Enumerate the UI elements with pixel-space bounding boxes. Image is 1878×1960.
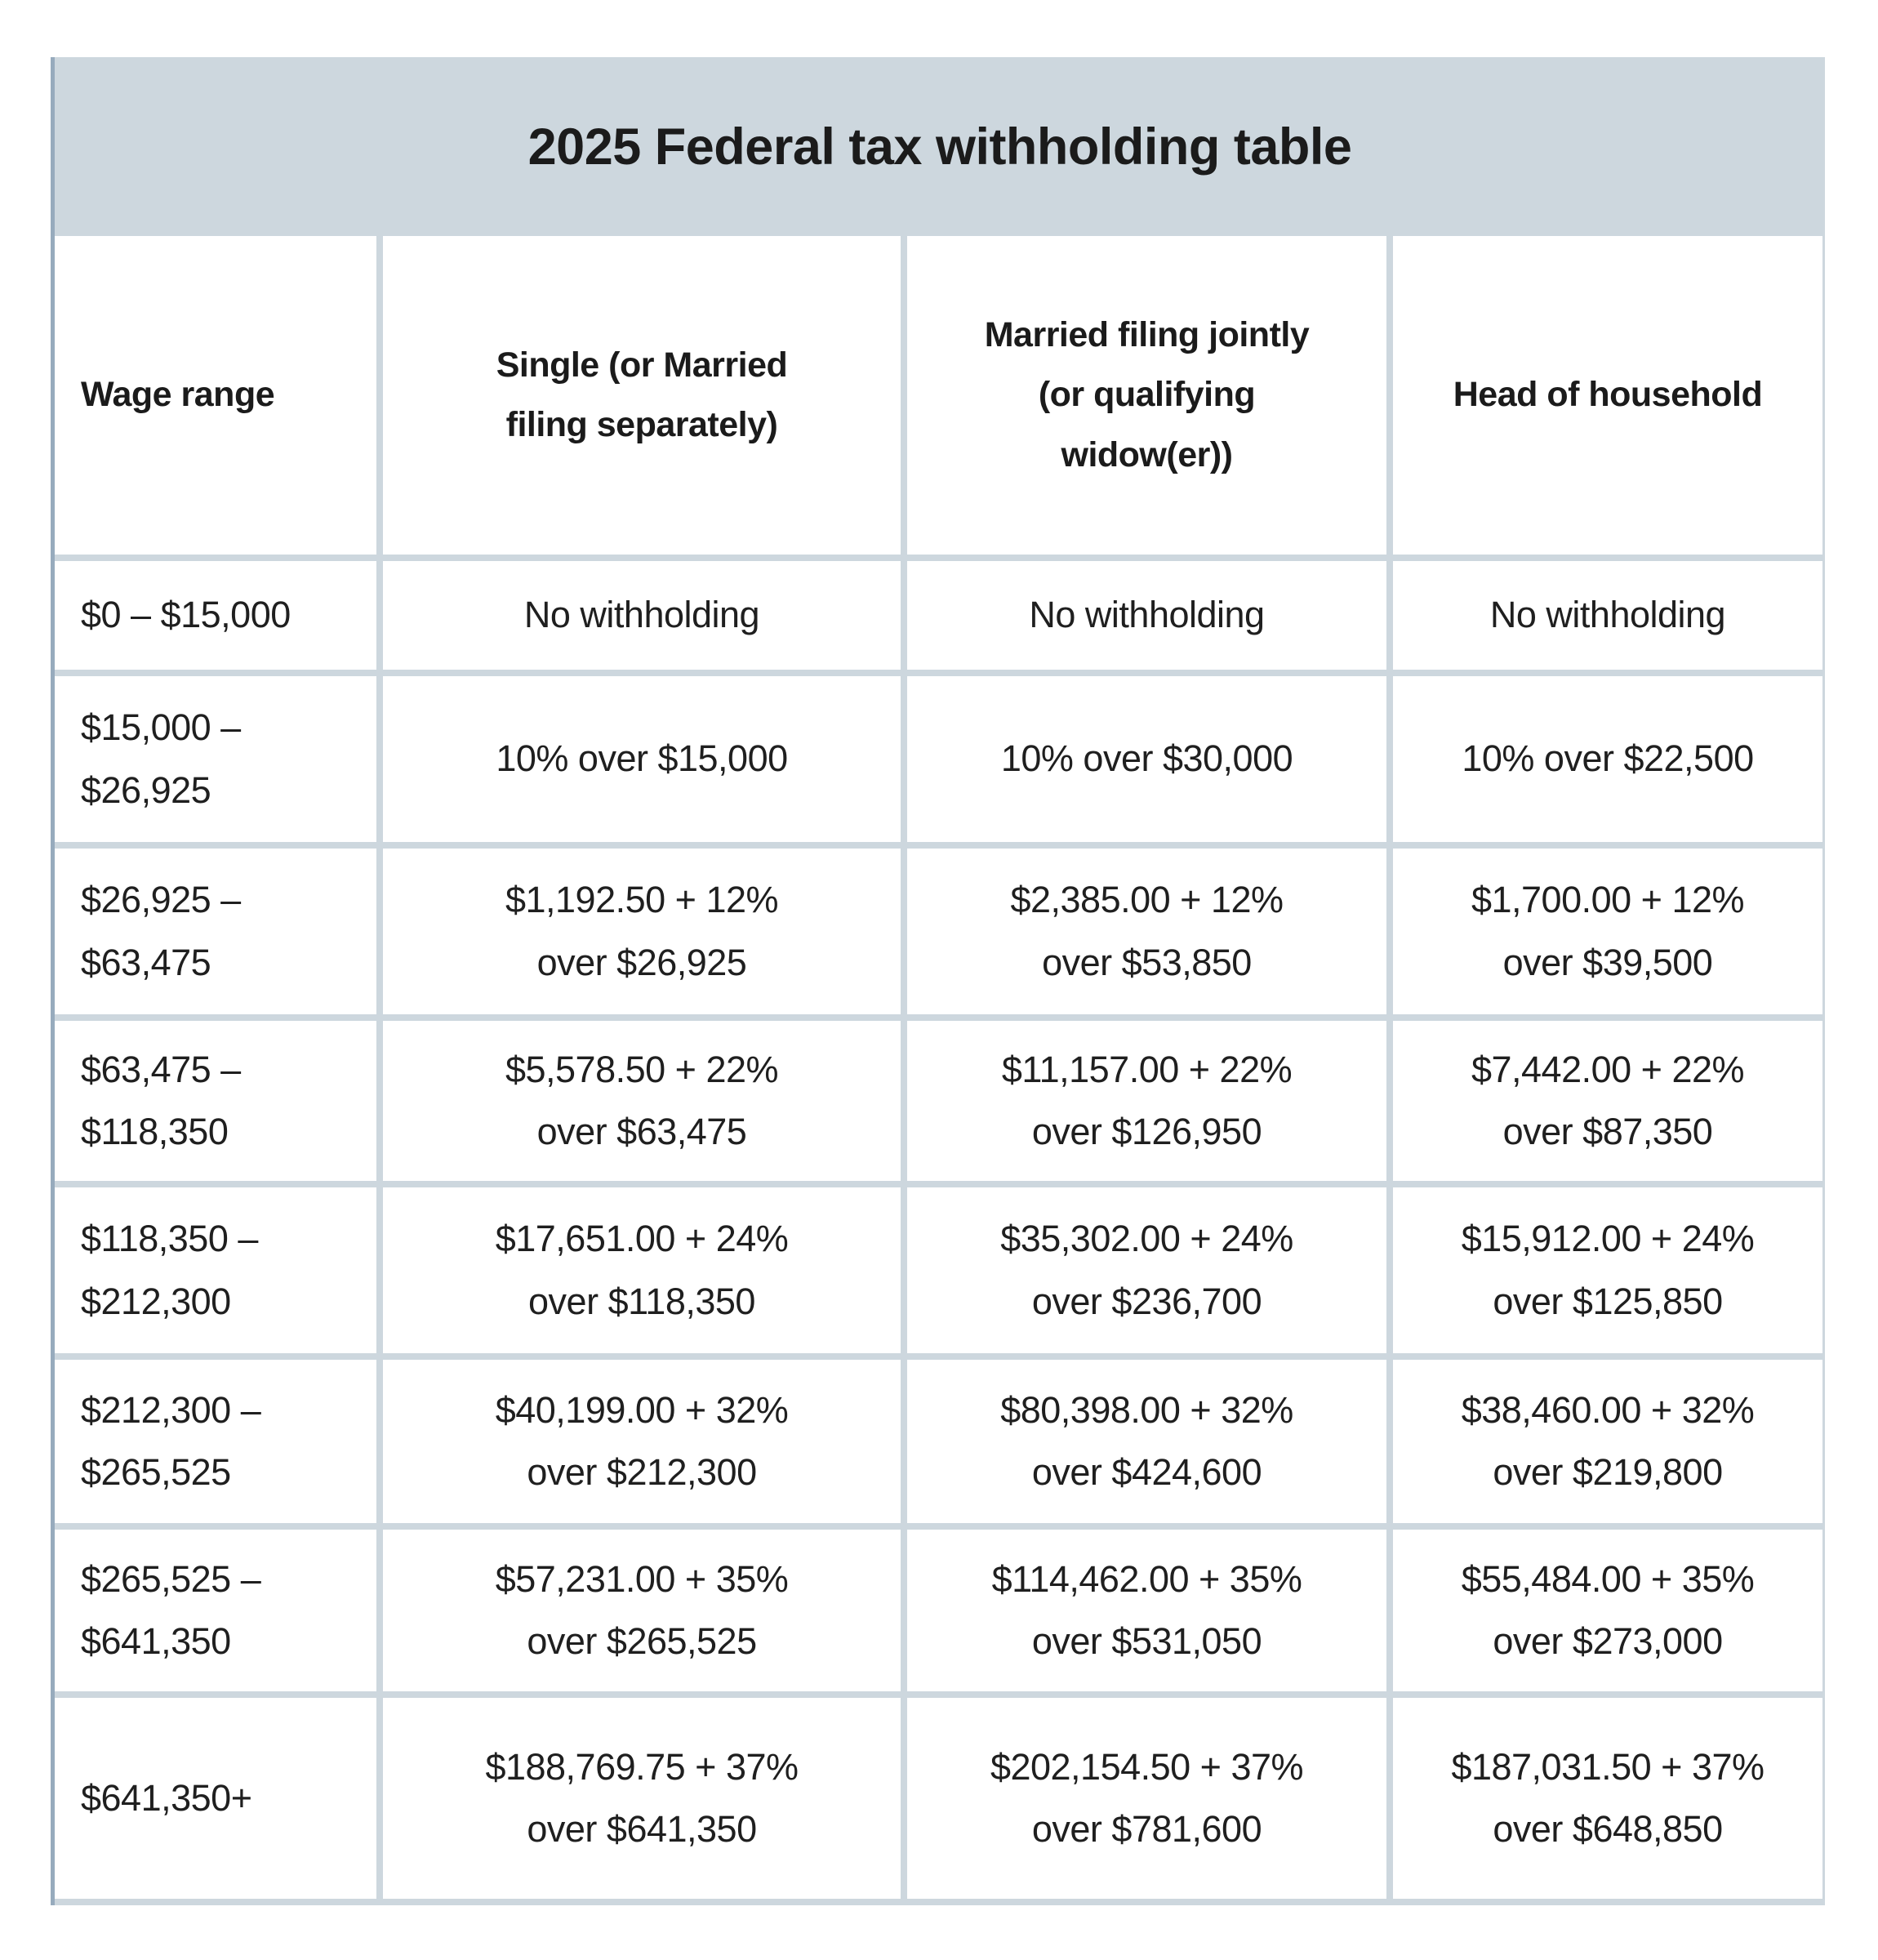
column-header-married-jointly: Married filing jointly (or qualifying wi… — [907, 236, 1386, 555]
table-cell: $118,350 – $212,300 — [55, 1187, 376, 1353]
column-header-single: Single (or Married filing separately) — [383, 236, 901, 555]
table-cell: $1,700.00 + 12% over $39,500 — [1393, 849, 1822, 1014]
table-cell: $17,651.00 + 24% over $118,350 — [383, 1187, 901, 1353]
table-cell: $114,462.00 + 35% over $531,050 — [907, 1530, 1386, 1691]
table-cell: No withholding — [1393, 561, 1822, 670]
table-cell: $188,769.75 + 37% over $641,350 — [383, 1698, 901, 1899]
table-cell: 10% over $15,000 — [383, 676, 901, 842]
table-cell: $212,300 – $265,525 — [55, 1360, 376, 1523]
table-cell: $0 – $15,000 — [55, 561, 376, 670]
table-cell: $202,154.50 + 37% over $781,600 — [907, 1698, 1386, 1899]
table-cell: No withholding — [907, 561, 1386, 670]
column-header-wage-range: Wage range — [55, 236, 376, 555]
table-cell: No withholding — [383, 561, 901, 670]
table-grid: Wage range Single (or Married filing sep… — [55, 236, 1825, 1905]
table-cell: $7,442.00 + 22% over $87,350 — [1393, 1021, 1822, 1181]
table-cell: 10% over $30,000 — [907, 676, 1386, 842]
table-title-bar: 2025 Federal tax withholding table — [55, 57, 1825, 236]
table-cell: $40,199.00 + 32% over $212,300 — [383, 1360, 901, 1523]
table-cell: $2,385.00 + 12% over $53,850 — [907, 849, 1386, 1014]
table-cell: $57,231.00 + 35% over $265,525 — [383, 1530, 901, 1691]
table-cell: $5,578.50 + 22% over $63,475 — [383, 1021, 901, 1181]
table-cell: $15,912.00 + 24% over $125,850 — [1393, 1187, 1822, 1353]
table-cell: $265,525 – $641,350 — [55, 1530, 376, 1691]
table-cell: $15,000 – $26,925 — [55, 676, 376, 842]
table-cell: $1,192.50 + 12% over $26,925 — [383, 849, 901, 1014]
table-cell: 10% over $22,500 — [1393, 676, 1822, 842]
withholding-table: 2025 Federal tax withholding table Wage … — [51, 57, 1825, 1905]
table-cell: $63,475 – $118,350 — [55, 1021, 376, 1181]
table-cell: $641,350+ — [55, 1698, 376, 1899]
table-cell: $38,460.00 + 32% over $219,800 — [1393, 1360, 1822, 1523]
table-cell: $187,031.50 + 37% over $648,850 — [1393, 1698, 1822, 1899]
table-cell: $35,302.00 + 24% over $236,700 — [907, 1187, 1386, 1353]
table-cell: $55,484.00 + 35% over $273,000 — [1393, 1530, 1822, 1691]
table-cell: $11,157.00 + 22% over $126,950 — [907, 1021, 1386, 1181]
table-cell: $26,925 – $63,475 — [55, 849, 376, 1014]
column-header-head-of-household: Head of household — [1393, 236, 1822, 555]
table-cell: $80,398.00 + 32% over $424,600 — [907, 1360, 1386, 1523]
table-title: 2025 Federal tax withholding table — [527, 118, 1352, 176]
